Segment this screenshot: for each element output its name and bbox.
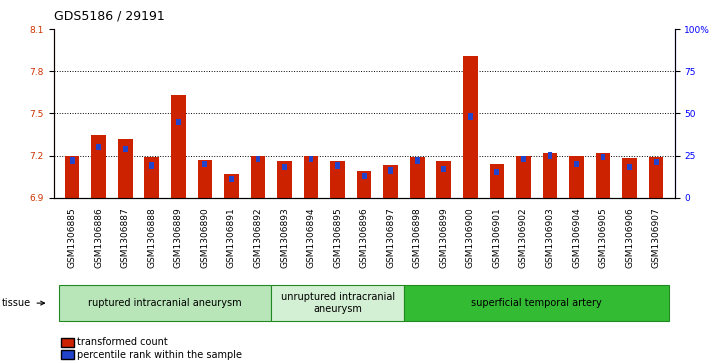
Bar (308, 156, 313, 162)
Bar (123, 146, 128, 152)
Bar (410, 157, 425, 198)
Bar (436, 161, 451, 198)
Bar (229, 176, 233, 182)
Bar (198, 160, 212, 198)
Bar (176, 118, 181, 125)
Bar (144, 157, 159, 198)
Bar (224, 174, 238, 198)
Bar (521, 156, 526, 162)
Bar (282, 164, 287, 170)
Bar (595, 153, 610, 198)
Bar (256, 156, 261, 162)
Bar (171, 95, 186, 198)
Bar (623, 159, 637, 198)
Bar (388, 167, 393, 174)
Text: superficial temporal artery: superficial temporal artery (471, 298, 602, 308)
Text: unruptured intracranial
aneurysm: unruptured intracranial aneurysm (281, 292, 395, 314)
Bar (543, 153, 557, 198)
Bar (303, 156, 318, 198)
Bar (65, 156, 79, 198)
Bar (654, 159, 658, 165)
Bar (251, 156, 266, 198)
Text: tissue: tissue (1, 298, 31, 308)
Bar (627, 164, 632, 170)
Bar (600, 154, 605, 160)
Bar (357, 171, 371, 198)
Bar (383, 166, 398, 198)
Bar (569, 156, 584, 198)
Bar (277, 161, 292, 198)
Bar (649, 157, 663, 198)
Text: percentile rank within the sample: percentile rank within the sample (77, 350, 242, 360)
Bar (468, 114, 473, 120)
Bar (548, 152, 553, 159)
Bar (415, 157, 420, 164)
Bar (335, 162, 340, 169)
Bar (70, 157, 74, 164)
Bar (203, 161, 207, 167)
Bar (516, 156, 531, 198)
Bar (441, 166, 446, 172)
Bar (495, 169, 499, 175)
Bar (118, 139, 133, 198)
Bar (574, 161, 579, 167)
Text: GDS5186 / 29191: GDS5186 / 29191 (54, 9, 164, 22)
Text: ruptured intracranial aneurysm: ruptured intracranial aneurysm (89, 298, 242, 308)
Bar (91, 135, 106, 198)
Bar (149, 162, 154, 169)
Text: transformed count: transformed count (77, 337, 168, 347)
Bar (362, 172, 366, 179)
Bar (331, 161, 345, 198)
Bar (463, 56, 478, 198)
Bar (490, 164, 504, 198)
Bar (96, 144, 101, 150)
